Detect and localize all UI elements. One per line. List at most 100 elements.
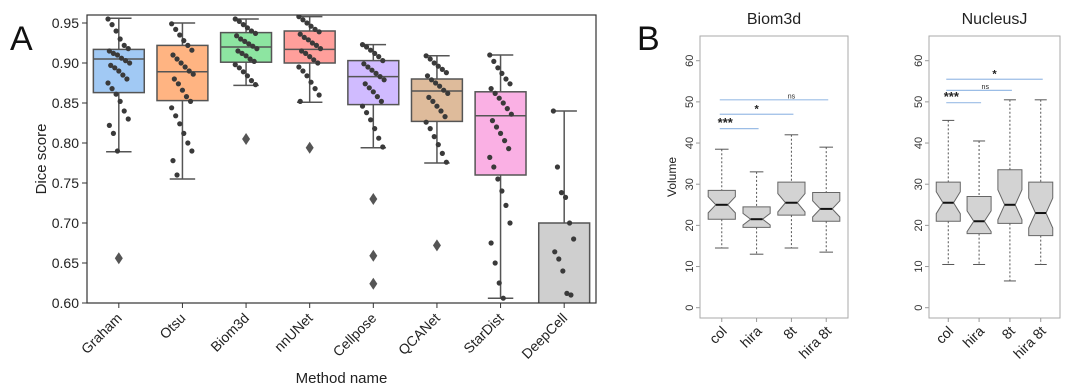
data-point (125, 116, 131, 122)
data-point (127, 60, 133, 66)
data-point (244, 73, 251, 79)
data-point (113, 91, 119, 97)
data-point (499, 70, 505, 76)
box-8t (997, 99, 1023, 282)
data-point (564, 290, 570, 296)
data-point (105, 80, 111, 86)
data-point (246, 41, 252, 47)
data-point (366, 85, 372, 91)
y-tick-label: 0.85 (52, 95, 79, 111)
data-point (500, 100, 506, 106)
data-point (487, 154, 493, 160)
x-tick-label: StarDist (460, 310, 507, 357)
x-tick-label: nnUNet (271, 310, 316, 355)
x-tick-label: Cellpose (330, 310, 380, 360)
data-point (307, 54, 313, 60)
data-point (439, 66, 445, 72)
x-tick-label: col (706, 323, 730, 347)
data-point (488, 86, 494, 92)
data-point (252, 30, 259, 36)
iqr-box (410, 78, 464, 123)
data-point (428, 77, 435, 83)
data-point (550, 108, 556, 114)
data-point (369, 67, 375, 73)
box-biom3d (219, 18, 273, 145)
y-tick-label: 20 (684, 219, 696, 231)
data-point (435, 63, 441, 69)
data-point (110, 130, 117, 136)
data-point (431, 60, 437, 66)
data-point (363, 44, 370, 50)
plot-frame (928, 35, 1061, 319)
notched-box (812, 191, 841, 222)
data-point (315, 60, 321, 66)
iqr-box (537, 222, 591, 303)
data-point (116, 68, 122, 74)
data-point (189, 47, 195, 53)
data-point (503, 202, 509, 208)
outlier-diamond (369, 249, 378, 262)
data-point (552, 249, 558, 255)
data-point (423, 119, 429, 125)
data-point (304, 73, 310, 79)
data-point (236, 18, 242, 24)
data-point (173, 26, 179, 32)
data-point (297, 98, 303, 104)
data-point (250, 43, 256, 49)
outlier-diamond (114, 252, 123, 265)
data-point (189, 148, 195, 154)
data-point (125, 46, 131, 52)
box-col (707, 148, 736, 249)
data-point (489, 118, 496, 124)
y-tick-label: 0 (684, 305, 696, 311)
data-point (441, 87, 447, 93)
box-8t (777, 134, 806, 249)
outlier-diamond (369, 193, 378, 205)
data-point (380, 144, 386, 150)
data-point (173, 113, 179, 119)
data-point (492, 260, 498, 266)
data-point (566, 220, 573, 226)
chart-title: Biom3d (747, 11, 801, 28)
significance-label: * (754, 104, 759, 116)
data-point (124, 76, 130, 82)
data-point (240, 69, 246, 75)
plot-area (92, 15, 591, 303)
data-point (169, 105, 175, 111)
y-tick-label: 10 (913, 260, 925, 272)
data-point (169, 21, 175, 27)
data-point (248, 78, 255, 84)
data-point (431, 134, 437, 140)
data-point (171, 76, 177, 82)
data-point (106, 122, 112, 128)
panel-b-nucleusj-chart: NucleusJ 0 10 20 30 40 50 60 *ns *** col hira 8thira… (913, 11, 1061, 362)
x-axis-title: Method name (296, 370, 388, 387)
data-point (378, 98, 385, 104)
data-point (105, 16, 111, 22)
data-point (571, 236, 577, 242)
box-otsu (156, 22, 209, 180)
data-point (499, 188, 505, 194)
notched-box (935, 181, 961, 222)
data-point (362, 81, 368, 87)
data-point (174, 172, 180, 178)
data-point (308, 79, 314, 85)
data-point (443, 70, 449, 76)
data-point (108, 62, 114, 68)
data-point (181, 38, 187, 44)
data-point (427, 126, 433, 132)
data-point (493, 124, 500, 130)
x-tick-label: 8t (780, 323, 800, 343)
data-point (492, 90, 498, 96)
data-point (120, 72, 126, 78)
data-point (109, 86, 115, 92)
x-tick-label: DeepCell (518, 310, 570, 362)
data-point (560, 268, 566, 274)
data-point (554, 164, 561, 170)
y-tick-label: 20 (913, 219, 925, 231)
outlier-diamond (242, 133, 251, 145)
data-point (113, 28, 119, 34)
y-tick-label: 0 (913, 305, 925, 311)
